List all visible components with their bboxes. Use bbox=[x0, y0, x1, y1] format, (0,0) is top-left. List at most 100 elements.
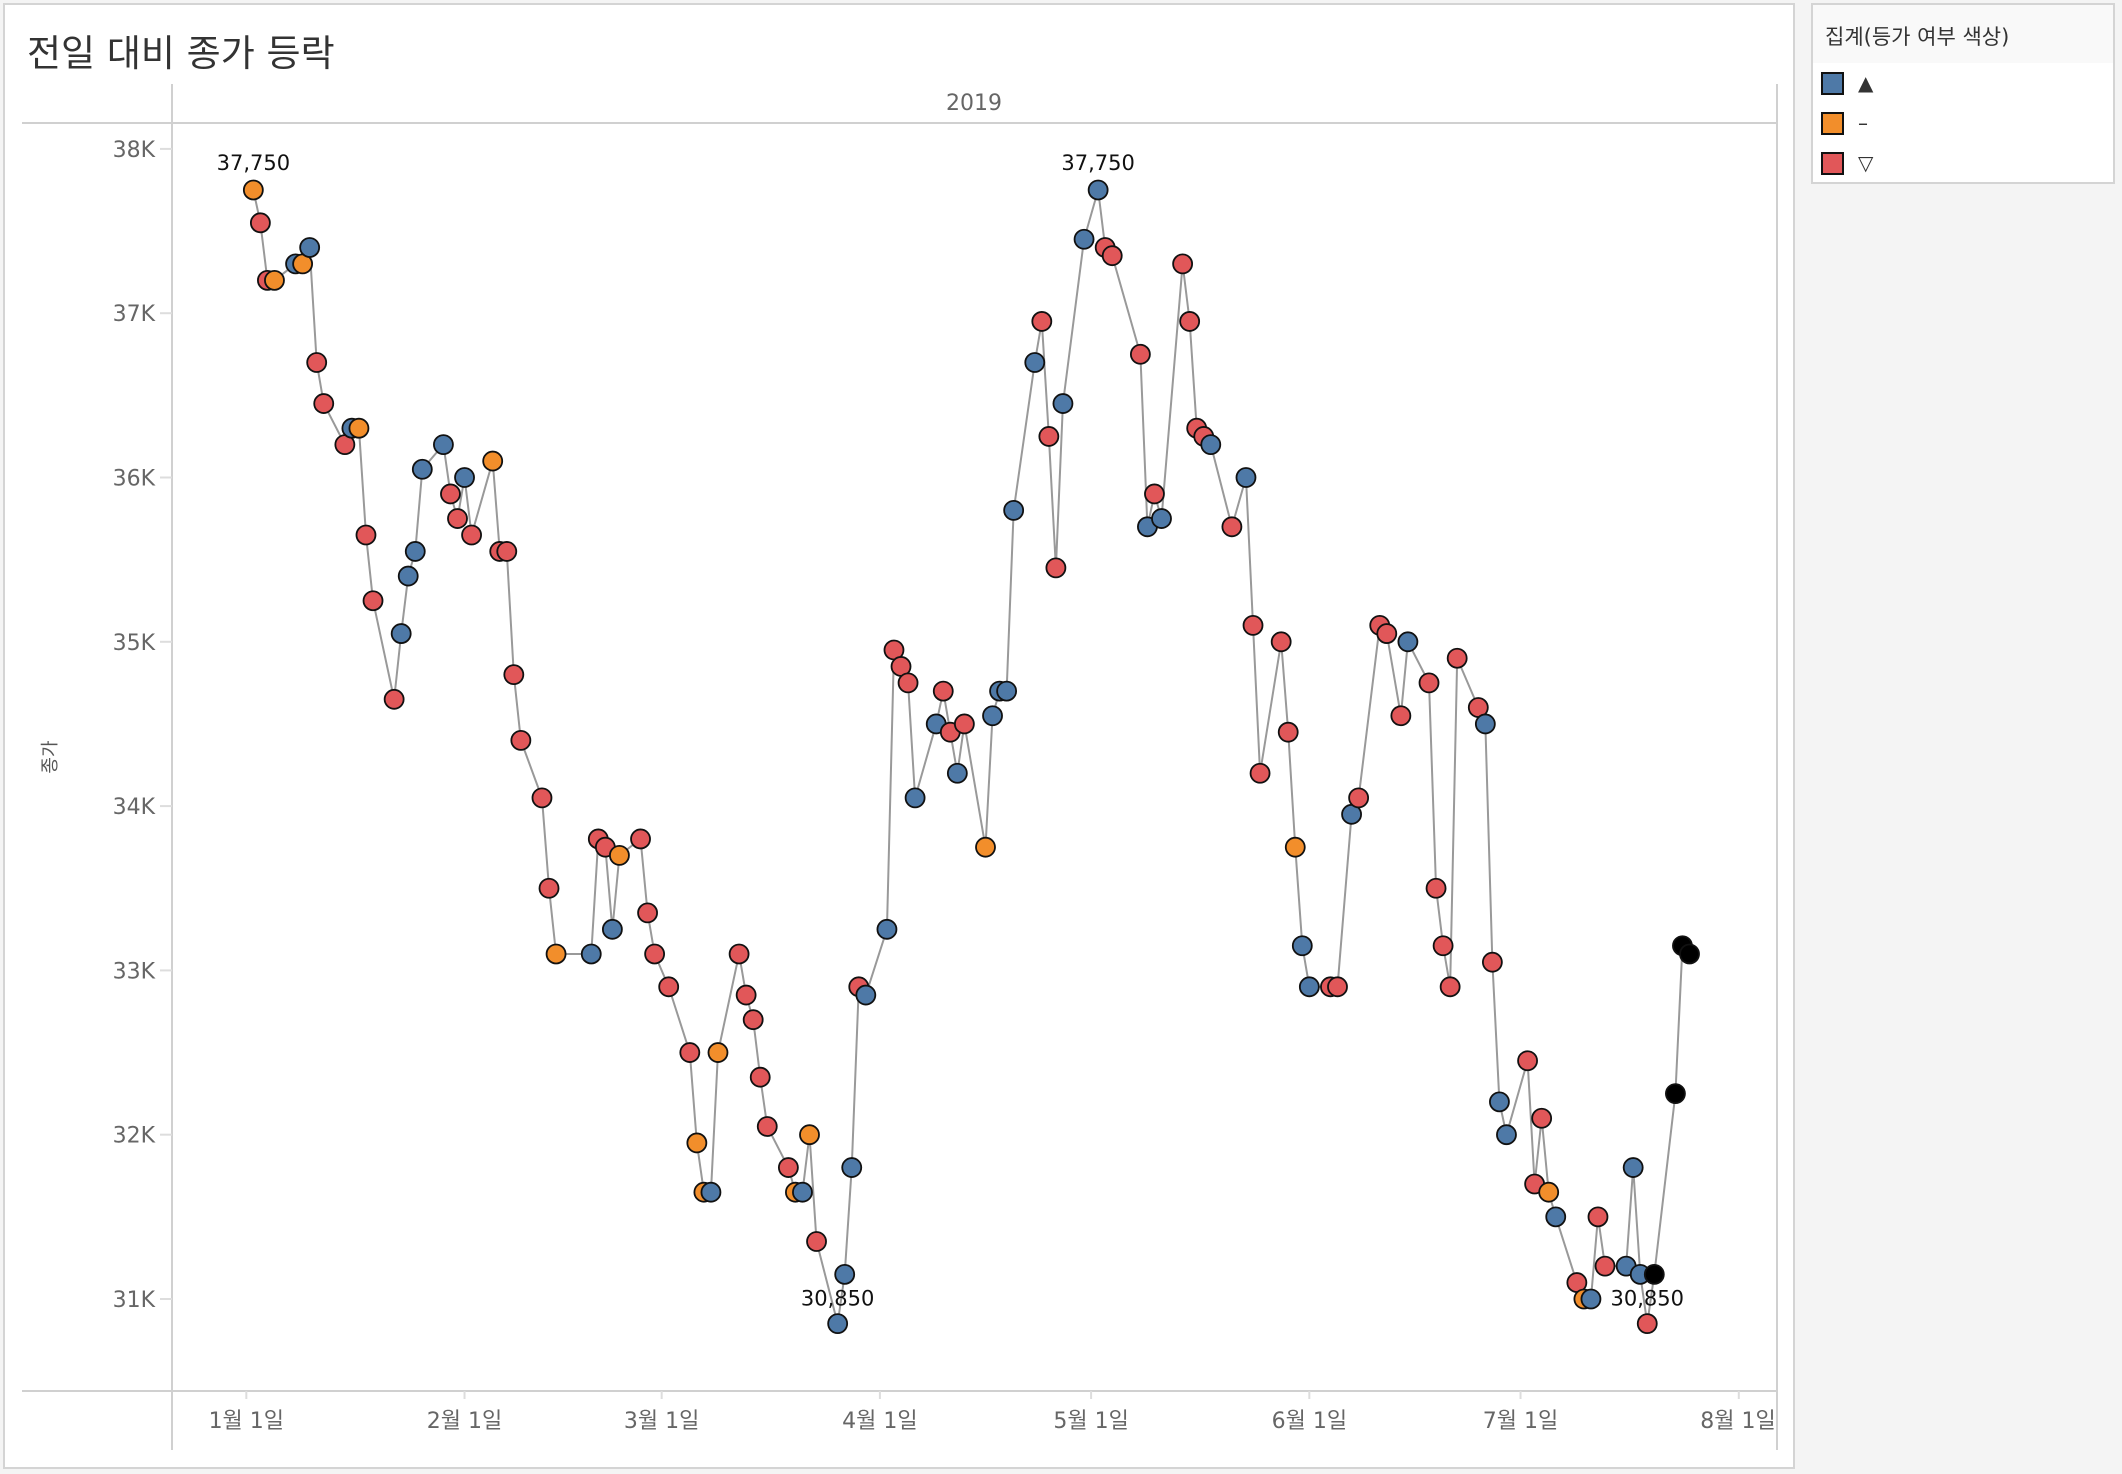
data-point-down[interactable] bbox=[1376, 623, 1398, 644]
data-point-down[interactable] bbox=[306, 352, 328, 373]
data-point-up[interactable] bbox=[1496, 1124, 1517, 1146]
data-point-up[interactable] bbox=[1545, 1206, 1567, 1228]
data-point-down[interactable] bbox=[1439, 976, 1461, 998]
data-point-up[interactable] bbox=[580, 943, 602, 965]
data-point-down[interactable] bbox=[630, 828, 651, 850]
data-point-up[interactable] bbox=[876, 918, 898, 940]
data-point-down[interactable] bbox=[538, 877, 560, 899]
data-point-up[interactable] bbox=[792, 1181, 813, 1203]
data-point-down[interactable] bbox=[1531, 1107, 1553, 1129]
data-point-up[interactable] bbox=[855, 984, 877, 1006]
data-point-down[interactable] bbox=[742, 1009, 764, 1031]
data-point-down[interactable] bbox=[749, 1066, 771, 1088]
data-point-down[interactable] bbox=[383, 688, 405, 710]
data-point-down[interactable] bbox=[1101, 245, 1123, 267]
data-point-flat[interactable] bbox=[482, 450, 504, 472]
data-point-flat[interactable] bbox=[686, 1132, 708, 1154]
data-point-down[interactable] bbox=[1045, 557, 1067, 579]
data-point-down[interactable] bbox=[1587, 1206, 1609, 1228]
data-point-flat[interactable] bbox=[799, 1124, 820, 1146]
data-point-down[interactable] bbox=[1643, 1263, 1665, 1285]
data-point-flat[interactable] bbox=[975, 836, 996, 858]
data-point-down[interactable] bbox=[1270, 631, 1292, 653]
data-point-down[interactable] bbox=[953, 713, 975, 735]
data-point-up[interactable] bbox=[700, 1181, 722, 1203]
data-point-up[interactable] bbox=[601, 918, 623, 940]
data-point-flat[interactable] bbox=[707, 1042, 729, 1063]
data-point-flat[interactable] bbox=[348, 417, 370, 439]
data-point-down[interactable] bbox=[1636, 1313, 1658, 1335]
data-point-up[interactable] bbox=[404, 541, 426, 562]
data-point-down[interactable] bbox=[735, 984, 757, 1006]
data-point-down[interactable] bbox=[1418, 672, 1440, 694]
data-point-down[interactable] bbox=[510, 729, 532, 751]
data-point-down[interactable] bbox=[1327, 976, 1348, 998]
data-point-up[interactable] bbox=[1052, 393, 1074, 414]
data-point-up[interactable] bbox=[1200, 434, 1222, 456]
data-point-down[interactable] bbox=[1221, 516, 1243, 538]
data-point-up[interactable] bbox=[1474, 713, 1496, 735]
data-point-down[interactable] bbox=[1665, 1083, 1686, 1105]
data-point-down[interactable] bbox=[1172, 253, 1194, 275]
data-point-down[interactable] bbox=[1594, 1255, 1616, 1277]
data-point-down[interactable] bbox=[447, 508, 468, 529]
data-point-up[interactable] bbox=[841, 1157, 863, 1178]
data-point-up[interactable] bbox=[397, 565, 419, 587]
data-point-up[interactable] bbox=[1489, 1091, 1510, 1113]
data-point-down[interactable] bbox=[496, 541, 518, 562]
data-point-down[interactable] bbox=[644, 943, 666, 965]
data-point-down[interactable] bbox=[503, 664, 525, 686]
data-point-up[interactable] bbox=[1235, 467, 1257, 488]
data-point-down[interactable] bbox=[806, 1231, 827, 1252]
data-point-up[interactable] bbox=[834, 1263, 856, 1285]
data-point-up[interactable] bbox=[411, 458, 433, 480]
data-point-down[interactable] bbox=[249, 212, 271, 234]
data-point-down[interactable] bbox=[932, 680, 954, 702]
data-point-up[interactable] bbox=[1580, 1288, 1602, 1310]
data-point-down[interactable] bbox=[1249, 762, 1271, 784]
data-point-up[interactable] bbox=[1291, 935, 1313, 957]
data-point-up[interactable] bbox=[1003, 499, 1025, 521]
data-point-flat[interactable] bbox=[1538, 1181, 1560, 1203]
data-point-up[interactable] bbox=[1151, 508, 1172, 529]
data-point-up[interactable] bbox=[1024, 352, 1046, 373]
data-point-up[interactable] bbox=[982, 705, 1003, 727]
data-point-down[interactable] bbox=[1679, 943, 1700, 965]
data-point-flat[interactable] bbox=[242, 179, 264, 201]
data-point-down[interactable] bbox=[1277, 721, 1299, 743]
data-point-down[interactable] bbox=[1390, 705, 1412, 727]
legend-item-flat[interactable]: – bbox=[1813, 103, 2113, 143]
data-point-down[interactable] bbox=[777, 1157, 799, 1178]
data-point-down[interactable] bbox=[679, 1042, 701, 1063]
data-point-up[interactable] bbox=[946, 762, 968, 784]
data-point-down[interactable] bbox=[1348, 787, 1370, 809]
data-point-up[interactable] bbox=[299, 237, 321, 258]
data-point-down[interactable] bbox=[1432, 935, 1454, 957]
data-point-up[interactable] bbox=[1622, 1157, 1644, 1178]
data-point-up[interactable] bbox=[1298, 976, 1320, 998]
data-point-down[interactable] bbox=[313, 393, 335, 414]
data-point-up[interactable] bbox=[1087, 179, 1109, 201]
data-point-down[interactable] bbox=[756, 1116, 778, 1137]
data-point-down[interactable] bbox=[1481, 951, 1503, 973]
data-point-up[interactable] bbox=[433, 434, 454, 456]
data-point-down[interactable] bbox=[1179, 311, 1201, 332]
data-point-down[interactable] bbox=[728, 943, 750, 965]
data-point-down[interactable] bbox=[355, 524, 377, 546]
data-point-flat[interactable] bbox=[609, 844, 630, 866]
data-point-down[interactable] bbox=[637, 902, 658, 924]
data-point-down[interactable] bbox=[1242, 614, 1264, 636]
data-point-up[interactable] bbox=[454, 467, 475, 488]
data-point-up[interactable] bbox=[996, 680, 1018, 702]
data-point-down[interactable] bbox=[461, 524, 482, 546]
data-point-down[interactable] bbox=[1031, 311, 1053, 332]
data-point-down[interactable] bbox=[1144, 483, 1165, 505]
data-point-down[interactable] bbox=[1425, 877, 1447, 899]
legend-item-down[interactable]: ▽ bbox=[1813, 143, 2113, 183]
data-point-flat[interactable] bbox=[1284, 836, 1306, 858]
data-point-up[interactable] bbox=[1397, 631, 1419, 653]
data-point-up[interactable] bbox=[904, 787, 926, 809]
data-point-down[interactable] bbox=[531, 787, 553, 809]
data-point-down[interactable] bbox=[440, 483, 461, 505]
data-point-up[interactable] bbox=[827, 1313, 849, 1335]
